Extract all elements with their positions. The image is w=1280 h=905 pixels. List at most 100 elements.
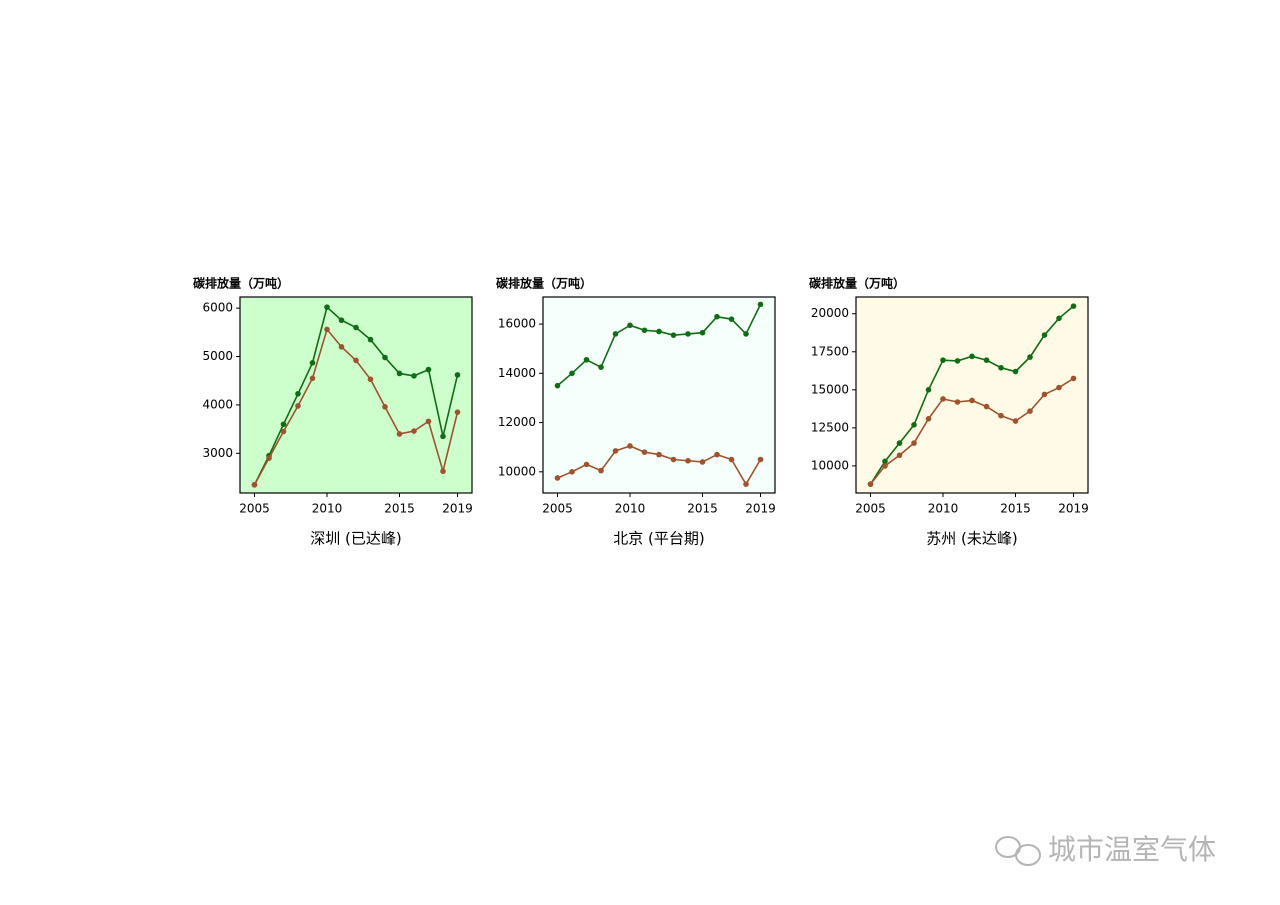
data-point	[295, 390, 301, 397]
data-point	[983, 357, 990, 363]
chart-title: 北京 (平台期)	[613, 530, 704, 548]
data-point	[454, 409, 461, 415]
data-point	[1027, 408, 1033, 414]
data-point	[743, 481, 749, 487]
y-axis-label: 碳排放量（万吨）	[193, 276, 289, 291]
chart-title: 深圳 (已达峰)	[310, 530, 401, 548]
y-tick-label: 4000	[202, 397, 233, 411]
data-point	[425, 366, 432, 373]
data-point	[583, 356, 590, 363]
y-axis-label: 碳排放量（万吨）	[496, 276, 592, 291]
data-point	[309, 360, 316, 366]
y-tick-label: 20000	[811, 306, 849, 320]
data-point	[882, 463, 888, 469]
data-point	[411, 428, 417, 434]
data-point	[353, 324, 359, 331]
data-point	[896, 440, 903, 446]
data-point	[1056, 315, 1062, 322]
data-point	[998, 364, 1004, 371]
x-tick-label: 2015	[1000, 502, 1031, 516]
x-tick-label: 2010	[928, 502, 959, 516]
data-point	[1012, 418, 1019, 424]
data-point	[1070, 375, 1077, 382]
data-point	[641, 327, 648, 334]
data-point	[714, 313, 720, 320]
data-point	[440, 433, 446, 440]
data-point	[882, 458, 888, 465]
data-point	[598, 364, 604, 370]
data-point	[969, 397, 975, 404]
data-point	[382, 404, 388, 410]
y-tick-label: 3000	[202, 446, 233, 460]
chart-title: 苏州 (未达峰)	[926, 530, 1017, 548]
data-point	[998, 412, 1004, 419]
data-point	[1041, 332, 1048, 338]
data-point	[670, 332, 677, 338]
y-tick-label: 6000	[202, 301, 233, 315]
data-point	[1012, 368, 1019, 375]
data-point	[641, 449, 648, 455]
data-point	[324, 304, 330, 310]
data-point	[425, 418, 432, 425]
data-point	[954, 399, 961, 405]
data-point	[896, 452, 903, 459]
data-point	[757, 301, 764, 308]
x-tick-label: 2015	[384, 502, 415, 516]
data-point	[382, 354, 388, 361]
data-point	[583, 461, 590, 468]
data-point	[554, 382, 561, 389]
data-point	[670, 456, 677, 463]
y-tick-label: 15000	[811, 382, 849, 396]
x-tick-label: 2010	[312, 502, 343, 516]
data-point	[925, 387, 932, 393]
data-point	[656, 328, 662, 335]
data-point	[280, 428, 287, 435]
y-tick-label: 5000	[202, 349, 233, 363]
data-point	[699, 329, 706, 336]
data-point	[714, 451, 720, 458]
data-point	[1041, 391, 1048, 398]
data-point	[454, 372, 461, 378]
data-point	[911, 422, 917, 428]
x-tick-label: 2005	[239, 502, 270, 516]
x-tick-label: 2010	[615, 502, 646, 516]
data-point	[656, 451, 662, 458]
data-point	[367, 376, 374, 383]
plot-background	[855, 296, 1089, 494]
y-axis-label: 碳排放量（万吨）	[809, 276, 905, 291]
y-tick-label: 10000	[811, 458, 849, 472]
x-tick-label: 2019	[1058, 502, 1089, 516]
data-point	[411, 373, 417, 379]
data-point	[867, 481, 874, 487]
data-point	[554, 475, 561, 481]
data-point	[266, 455, 272, 461]
data-point	[1056, 384, 1062, 391]
data-point	[728, 456, 735, 463]
data-point	[367, 336, 374, 343]
data-point	[569, 370, 575, 377]
data-point	[251, 481, 258, 488]
data-point	[685, 457, 691, 464]
x-tick-label: 2005	[855, 502, 886, 516]
watermark: 城市温室气体	[1048, 833, 1216, 866]
data-point	[295, 403, 301, 409]
data-point	[612, 331, 619, 337]
data-point	[627, 322, 633, 329]
data-point	[940, 357, 946, 363]
data-point	[983, 403, 990, 410]
y-tick-label: 12500	[811, 420, 849, 434]
data-point	[728, 316, 735, 322]
data-point	[598, 467, 604, 474]
data-point	[612, 448, 619, 454]
data-point	[440, 468, 446, 475]
data-point	[685, 331, 691, 337]
y-tick-label: 10000	[498, 464, 536, 478]
data-point	[925, 415, 932, 422]
watermark-logo	[995, 836, 1041, 866]
y-tick-label: 12000	[498, 415, 536, 429]
y-tick-label: 16000	[498, 317, 536, 331]
data-point	[280, 421, 287, 428]
data-point	[911, 440, 917, 446]
data-point	[627, 443, 633, 449]
